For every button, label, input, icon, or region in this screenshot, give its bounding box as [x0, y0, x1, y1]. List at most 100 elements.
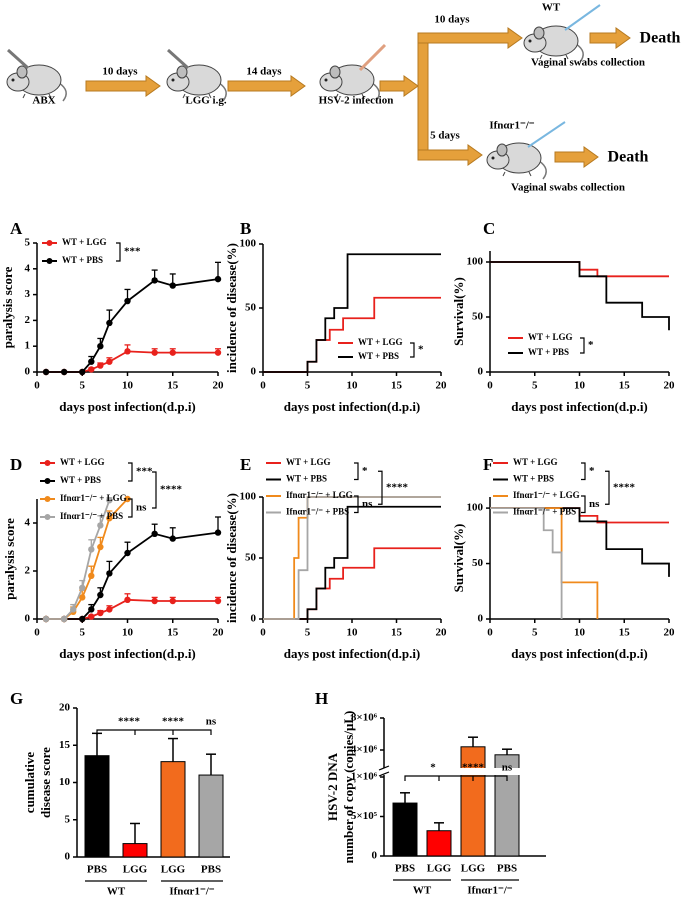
y-tick-label: 15 [59, 739, 71, 751]
y-tick-label: 5 [25, 237, 31, 249]
x-tick-label: 0 [34, 627, 40, 639]
legend-marker [44, 496, 51, 502]
data-point [151, 277, 158, 284]
x-tick-label: PBS [395, 863, 415, 875]
x-tick-label: 20 [213, 627, 225, 639]
panel-label: H [315, 689, 328, 708]
data-point [79, 594, 86, 601]
data-point [124, 495, 131, 503]
x-tick-label: 20 [664, 380, 676, 392]
significance: **** [386, 481, 409, 493]
survival-step [263, 505, 441, 620]
swab-icon [358, 43, 387, 72]
panel-label: D [10, 455, 22, 474]
axis-break [378, 768, 546, 775]
data-point [214, 597, 222, 605]
x-tick-label: 5 [305, 380, 311, 392]
y-tick-label: 2 [25, 565, 31, 577]
bar [122, 843, 148, 858]
bar [426, 830, 452, 857]
legend-marker [46, 258, 53, 264]
panel-label: F [483, 455, 493, 474]
y-tick-label: 5×10⁵ [351, 810, 378, 822]
y-axis-label: disease score [38, 747, 53, 818]
x-tick-label: 15 [619, 380, 631, 392]
legend-label: Ifnαr1⁻/⁻ + PBS [513, 507, 576, 517]
x-tick-label: 0 [34, 380, 40, 392]
legend-marker [46, 240, 53, 246]
y-axis-label: Survival(%) [451, 524, 466, 593]
significance: * [589, 465, 595, 477]
y-tick-label: 50 [245, 302, 257, 314]
data-point [169, 349, 176, 356]
data-point [106, 358, 113, 365]
y-tick-label: 4 [25, 517, 31, 529]
legend-label: WT + PBS [358, 351, 399, 361]
group-label: Ifnαr1⁻/⁻ [489, 120, 534, 132]
legend-marker [44, 514, 51, 520]
x-tick-label: 10 [122, 380, 134, 392]
y-axis-label: Survival(%) [451, 277, 466, 346]
y-tick-label: 5 [65, 813, 71, 825]
y-tick-label: 50 [245, 552, 257, 564]
x-tick-label: 10 [347, 380, 359, 392]
panel-label: A [10, 219, 23, 238]
panel-label: G [10, 689, 23, 708]
y-tick-label: 20 [59, 702, 71, 714]
legend-label: Ifnαr1⁻/⁻ + LGG [513, 490, 580, 500]
sig-bracket [116, 242, 121, 262]
data-point [70, 606, 77, 613]
x-tick-label: LGG [161, 864, 186, 876]
y-tick-label: 100 [240, 491, 257, 503]
bar [84, 755, 110, 858]
data-point [106, 570, 113, 577]
swab-icon [564, 4, 601, 31]
arrow [85, 75, 161, 97]
sig-bracket [354, 462, 359, 481]
x-tick-label: PBS [87, 864, 107, 876]
data-point [88, 358, 95, 365]
significance: **** [613, 481, 636, 493]
x-tick-label: 0 [487, 380, 493, 392]
y-tick-label: 0 [25, 613, 31, 625]
data-point [60, 615, 68, 623]
y-tick-label: 0 [251, 366, 257, 378]
x-tick-label: 15 [167, 380, 179, 392]
y-tick-label: 100 [467, 502, 484, 514]
legend-label: WT + LGG [60, 457, 104, 467]
significance: * [588, 339, 594, 351]
group-label: Ifnαr1⁻/⁻ [169, 886, 214, 898]
sig-bracket [128, 498, 133, 518]
legend-marker [44, 460, 51, 466]
sig-bracket [152, 471, 157, 509]
group-label: WT [107, 886, 126, 898]
syringe-icon [166, 48, 190, 70]
y-tick-label: 3 [25, 288, 31, 300]
y-tick-label: 0 [478, 613, 484, 625]
x-tick-label: 15 [391, 380, 403, 392]
data-point [214, 529, 222, 536]
x-tick-label: LGG [427, 863, 452, 875]
bar [392, 802, 418, 857]
y-axis-label: paralysis score [2, 518, 17, 600]
x-tick-label: 15 [619, 627, 631, 639]
arrow [589, 27, 631, 49]
x-tick-label: 10 [574, 627, 586, 639]
data-point [88, 606, 95, 613]
x-tick-label: LGG [461, 863, 486, 875]
data-point [214, 275, 222, 283]
data-point [79, 615, 86, 623]
x-tick-label: 20 [213, 380, 225, 392]
significance: * [430, 762, 436, 774]
significance: **** [162, 716, 185, 728]
data-point [106, 497, 113, 504]
y-tick-label: 50 [472, 557, 484, 569]
data-point [42, 615, 50, 623]
survival-step [263, 296, 441, 373]
legend-marker [44, 478, 51, 484]
data-point [79, 368, 86, 376]
legend-label: WT + PBS [528, 347, 569, 357]
x-tick-label: 0 [487, 627, 493, 639]
interval-label: 5 days [430, 130, 460, 142]
data-point [97, 591, 104, 599]
